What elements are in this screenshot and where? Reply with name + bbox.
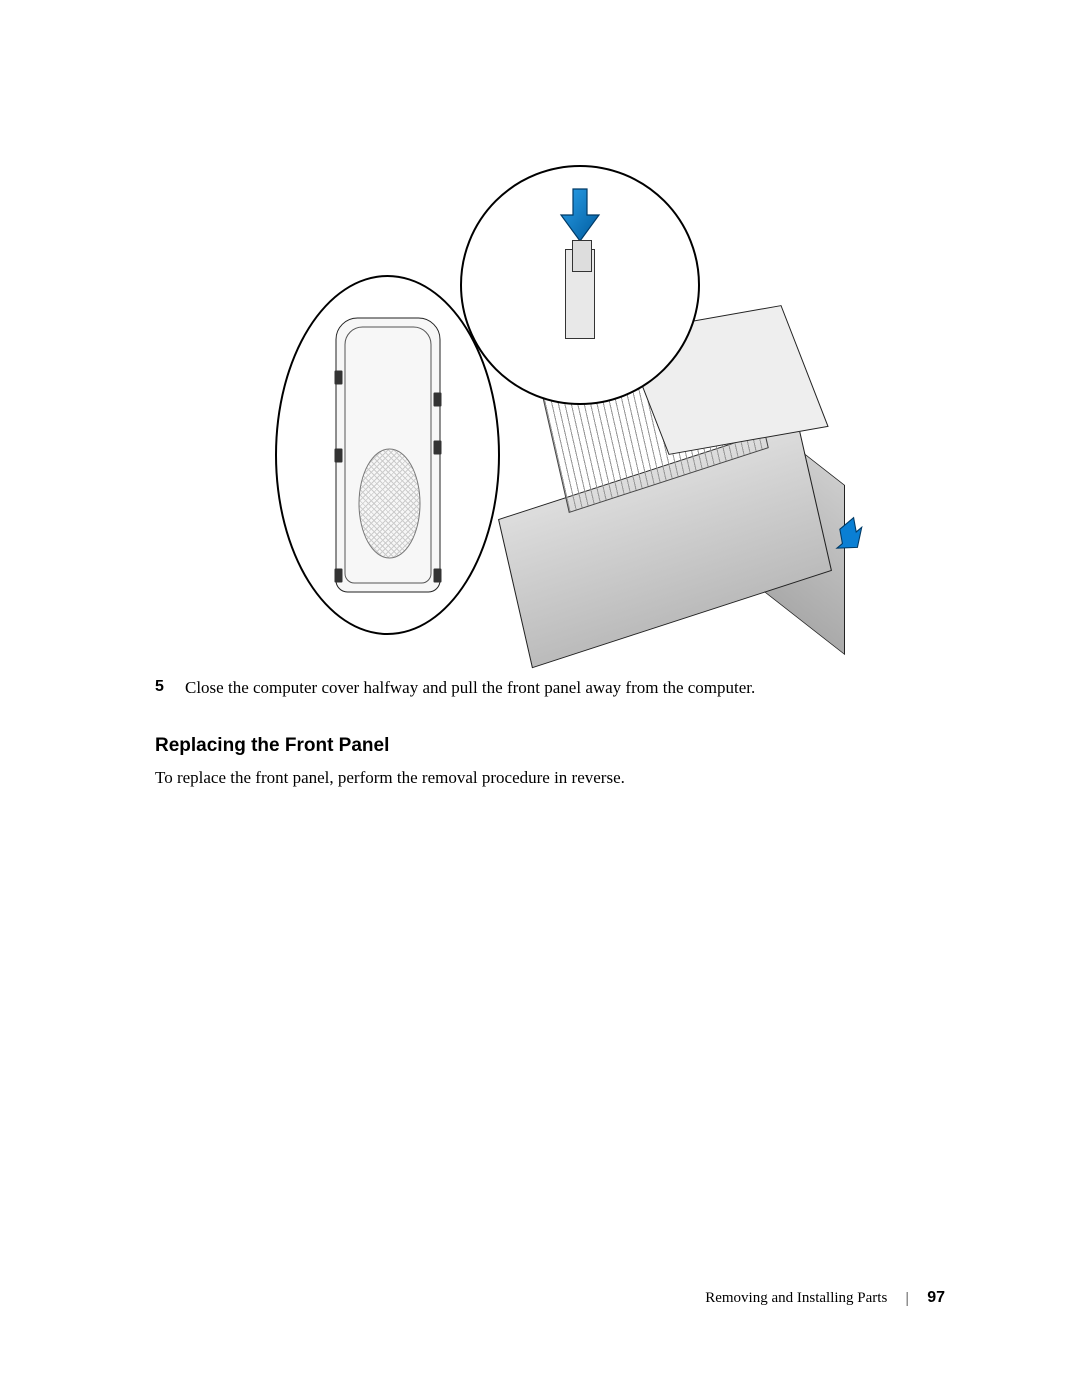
step-item: 5 Close the computer cover halfway and p… [155,675,945,701]
panel-clip [565,249,595,339]
subheading: Replacing the Front Panel [155,735,945,757]
front-panel [335,318,440,593]
document-page: 5 Close the computer cover halfway and p… [0,0,1080,1397]
step-number: 5 [155,675,169,701]
detail-circle-clip [460,165,700,405]
step-text: Close the computer cover halfway and pul… [185,675,755,701]
footer-divider: | [905,1290,909,1307]
page-number: 97 [927,1289,945,1307]
arrow-down-right-icon [829,515,865,555]
detail-circle-front-panel [275,275,500,635]
technical-illustration [265,165,835,645]
body-paragraph: To replace the front panel, perform the … [155,765,945,791]
arrow-down-icon [559,185,601,245]
footer-section-title: Removing and Installing Parts [705,1290,887,1307]
page-footer: Removing and Installing Parts | 97 [705,1289,945,1307]
